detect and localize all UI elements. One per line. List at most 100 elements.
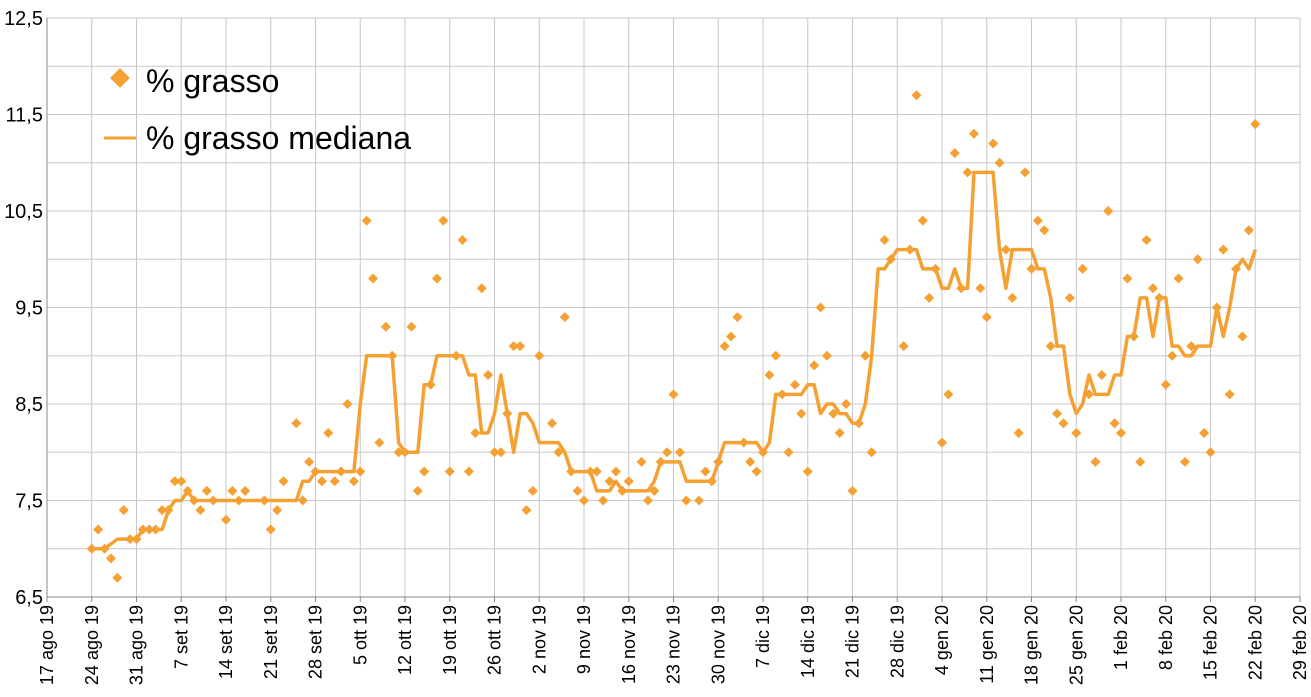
data-point xyxy=(866,447,877,458)
y-tick-label: 10,5 xyxy=(4,201,43,223)
data-point xyxy=(949,148,960,159)
data-point xyxy=(1000,244,1011,255)
data-point xyxy=(195,505,206,516)
data-point xyxy=(770,350,781,361)
data-point xyxy=(917,215,928,226)
y-tick-label: 11,5 xyxy=(6,105,43,127)
data-point xyxy=(1179,456,1190,467)
data-point xyxy=(1013,427,1024,438)
data-point xyxy=(310,466,321,477)
data-point xyxy=(751,466,762,477)
data-point xyxy=(169,476,180,487)
data-point xyxy=(348,476,359,487)
data-point xyxy=(1032,215,1043,226)
data-point xyxy=(642,495,653,506)
data-point xyxy=(1154,292,1165,303)
data-point xyxy=(591,466,602,477)
data-point xyxy=(176,476,187,487)
data-point xyxy=(412,485,423,496)
x-tick-label: 14 set 19 xyxy=(216,605,236,679)
data-point xyxy=(1250,119,1261,130)
data-point xyxy=(1231,263,1242,274)
x-tick-label: 5 ott 19 xyxy=(350,605,370,665)
data-point xyxy=(515,341,526,352)
data-point xyxy=(1007,292,1018,303)
data-point xyxy=(553,447,564,458)
x-tick-label: 19 ott 19 xyxy=(440,605,460,675)
data-point xyxy=(457,234,468,245)
data-point xyxy=(815,302,826,313)
data-point xyxy=(1058,418,1069,429)
data-point xyxy=(182,485,193,496)
data-point xyxy=(1039,225,1050,236)
data-point xyxy=(655,456,666,467)
x-tick-label: 21 dic 19 xyxy=(843,605,863,678)
data-point xyxy=(879,234,890,245)
data-point xyxy=(227,485,238,496)
data-point xyxy=(316,476,327,487)
data-point xyxy=(163,505,174,516)
data-point xyxy=(406,321,417,332)
data-point xyxy=(1173,273,1184,284)
x-tick-label: 24 ago 19 xyxy=(82,605,102,685)
data-point xyxy=(329,476,340,487)
legend-label-grasso-mediana: % grasso mediana xyxy=(146,120,411,156)
data-point xyxy=(1096,370,1107,381)
data-point xyxy=(1243,225,1254,236)
data-point xyxy=(425,379,436,390)
x-tick-label: 30 nov 19 xyxy=(708,605,728,684)
data-point xyxy=(1205,447,1216,458)
data-point xyxy=(694,495,705,506)
data-point xyxy=(476,283,487,294)
data-point xyxy=(291,418,302,429)
x-tick-label: 18 gen 20 xyxy=(1022,605,1042,685)
x-tick-label: 14 dic 19 xyxy=(798,605,818,678)
data-point xyxy=(662,447,673,458)
data-point xyxy=(1109,418,1120,429)
data-point xyxy=(726,331,737,342)
data-point xyxy=(898,341,909,352)
data-point xyxy=(1052,408,1063,419)
data-point xyxy=(233,495,244,506)
data-point xyxy=(483,370,494,381)
data-point xyxy=(732,312,743,323)
x-tick-label: 12 ott 19 xyxy=(395,605,415,675)
y-axis: 6,5 7,5 8,5 9,5 10,5 11,5 12,5 xyxy=(4,8,43,609)
data-point xyxy=(847,485,858,496)
data-point xyxy=(713,456,724,467)
data-point xyxy=(131,534,142,545)
legend-marker-diamond xyxy=(110,68,130,88)
data-point xyxy=(981,312,992,323)
x-tick-label: 2 nov 19 xyxy=(529,605,549,674)
data-point xyxy=(304,456,315,467)
x-tick-label: 9 nov 19 xyxy=(574,605,594,674)
x-tick-label: 23 nov 19 xyxy=(664,605,684,684)
data-point xyxy=(125,534,136,545)
data-point xyxy=(924,292,935,303)
data-point xyxy=(99,543,110,554)
data-point xyxy=(489,447,500,458)
data-point xyxy=(783,447,794,458)
x-tick-label: 7 dic 19 xyxy=(753,605,773,668)
data-point xyxy=(86,543,97,554)
data-point xyxy=(1064,292,1075,303)
y-tick-label: 7,5 xyxy=(15,491,43,513)
x-tick-label: 28 set 19 xyxy=(306,605,326,679)
data-point xyxy=(272,505,283,516)
data-point xyxy=(572,485,583,496)
data-point xyxy=(821,350,832,361)
data-point xyxy=(118,505,129,516)
data-point xyxy=(240,485,251,496)
data-point xyxy=(521,505,532,516)
x-tick-label: 21 set 19 xyxy=(261,605,281,679)
data-point xyxy=(681,495,692,506)
data-point xyxy=(400,447,410,458)
data-point xyxy=(105,553,116,564)
data-point xyxy=(150,524,161,535)
data-point xyxy=(937,437,947,448)
y-tick-label: 8,5 xyxy=(15,394,43,416)
data-point xyxy=(566,466,577,477)
data-point xyxy=(1199,427,1210,438)
data-point xyxy=(988,138,999,149)
